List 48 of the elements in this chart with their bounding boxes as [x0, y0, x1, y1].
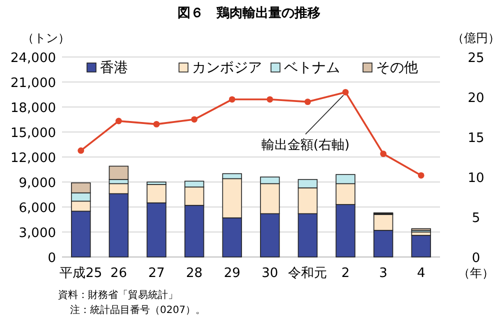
- y-tick-label: 12,000: [10, 151, 56, 166]
- legend-label: ベトナム: [284, 60, 340, 76]
- y-tick-label: 9,000: [18, 176, 56, 191]
- point: [116, 118, 122, 124]
- legend-label: カンボジア: [192, 60, 262, 76]
- x-axis-title: （年）: [458, 266, 494, 280]
- text: 資料：財務省「貿易統計」: [58, 289, 178, 301]
- x-tick-label: 30: [262, 266, 278, 281]
- x-tick-label: 27: [148, 266, 165, 281]
- point: [342, 89, 349, 96]
- x-tick-label: 2: [341, 266, 350, 281]
- y-axis-title: （トン）: [22, 31, 70, 45]
- y-tick-label: 18,000: [10, 101, 56, 116]
- bar: [411, 234, 431, 258]
- x-tick-label: 26: [110, 266, 127, 281]
- y2-tick-label: 0: [472, 251, 480, 266]
- y2-tick-label: 25: [468, 51, 484, 66]
- chart-title: 図６ 鶏肉輸出量の推移: [178, 6, 320, 21]
- point: [266, 96, 274, 103]
- bar: [108, 166, 129, 180]
- point: [228, 96, 236, 103]
- series-label: 輸出金額(右軸): [261, 138, 350, 154]
- y-tick-label: 24,000: [10, 51, 56, 66]
- y2-tick-label: 5: [472, 211, 480, 226]
- y2-tick-label: 15: [468, 131, 484, 146]
- legend-label: その他: [376, 60, 418, 76]
- point: [380, 150, 386, 157]
- point: [78, 147, 84, 154]
- y-tick-label: 3,000: [18, 226, 56, 241]
- x-tick-label: 平成25: [60, 266, 102, 281]
- x-tick-label: 令和元: [288, 266, 328, 281]
- y2-tick-label: 10: [468, 171, 484, 186]
- x-tick-label: 28: [186, 266, 203, 281]
- x-tick-label: 4: [416, 266, 426, 281]
- y-tick-label: 21,000: [10, 76, 56, 91]
- y2-tick-label: 20: [468, 91, 484, 106]
- y-tick-label: 6,000: [18, 201, 56, 216]
- x-tick-label: 29: [224, 266, 240, 281]
- y2-axis-title: （億円）: [452, 31, 498, 45]
- x-tick-label: 3: [379, 266, 388, 281]
- y-tick-label: 0: [48, 251, 56, 266]
- point: [418, 172, 424, 179]
- point: [153, 121, 160, 128]
- point: [304, 98, 311, 105]
- point: [191, 116, 198, 123]
- legend-label: 香港: [100, 60, 128, 76]
- y-tick-label: 15,000: [10, 126, 56, 141]
- text: 注：統計品目番号（0207）。: [70, 304, 206, 316]
